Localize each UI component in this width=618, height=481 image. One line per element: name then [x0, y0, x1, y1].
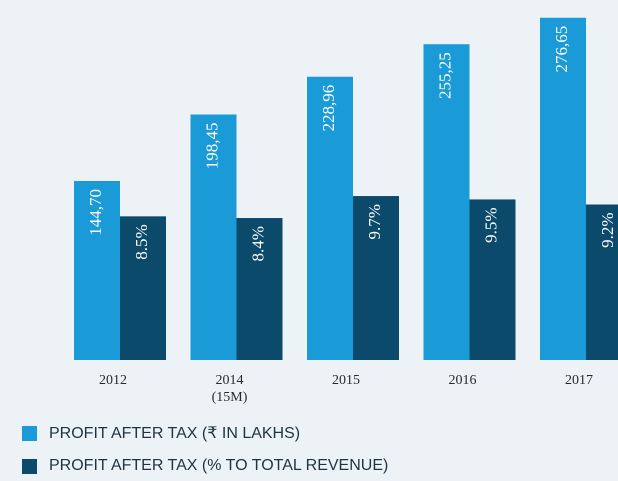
plot: 144,70 8.5% 198,45 8.4% 228,96 9.7% 255,25 9.5%…	[74, 17, 618, 361]
bar	[190, 114, 237, 360]
bar	[586, 204, 618, 360]
bar	[423, 44, 470, 360]
value-label: 9.5%	[481, 207, 500, 242]
x-tick-label: 2015	[332, 373, 360, 388]
legend-swatch	[22, 458, 37, 474]
legend-item: PROFIT AFTER TAX (% TO TOTAL REVENUE)	[22, 457, 388, 475]
value-label: 9.7%	[365, 204, 384, 239]
bar	[120, 216, 166, 360]
value-label: 9.2%	[598, 213, 617, 248]
value-label: 8.5%	[132, 224, 151, 259]
value-label: 8.4%	[248, 226, 267, 261]
legend-item: PROFIT AFTER TAX (₹ IN LAKHS)	[22, 423, 300, 443]
legend-swatch	[22, 425, 37, 441]
value-label: 198,45	[202, 122, 221, 169]
x-tick-label: 2016	[448, 373, 477, 388]
value-label: 255,25	[435, 52, 454, 99]
bar	[236, 218, 283, 360]
value-label: 276,65	[552, 26, 571, 73]
legend-label: PROFIT AFTER TAX (₹ IN LAKHS)	[49, 425, 301, 442]
value-label: 144,70	[86, 189, 105, 236]
x-tick-label: 2012	[99, 373, 127, 388]
bar	[353, 196, 399, 360]
bar	[469, 199, 516, 360]
x-tick-label: 2017	[565, 373, 593, 388]
x-tick-label: 2014 (15M)	[211, 373, 248, 405]
bar	[307, 76, 353, 360]
value-label: 228,96	[319, 85, 338, 132]
legend-label: PROFIT AFTER TAX (% TO TOTAL REVENUE)	[49, 457, 389, 474]
bar	[74, 180, 120, 360]
bar	[540, 17, 586, 361]
